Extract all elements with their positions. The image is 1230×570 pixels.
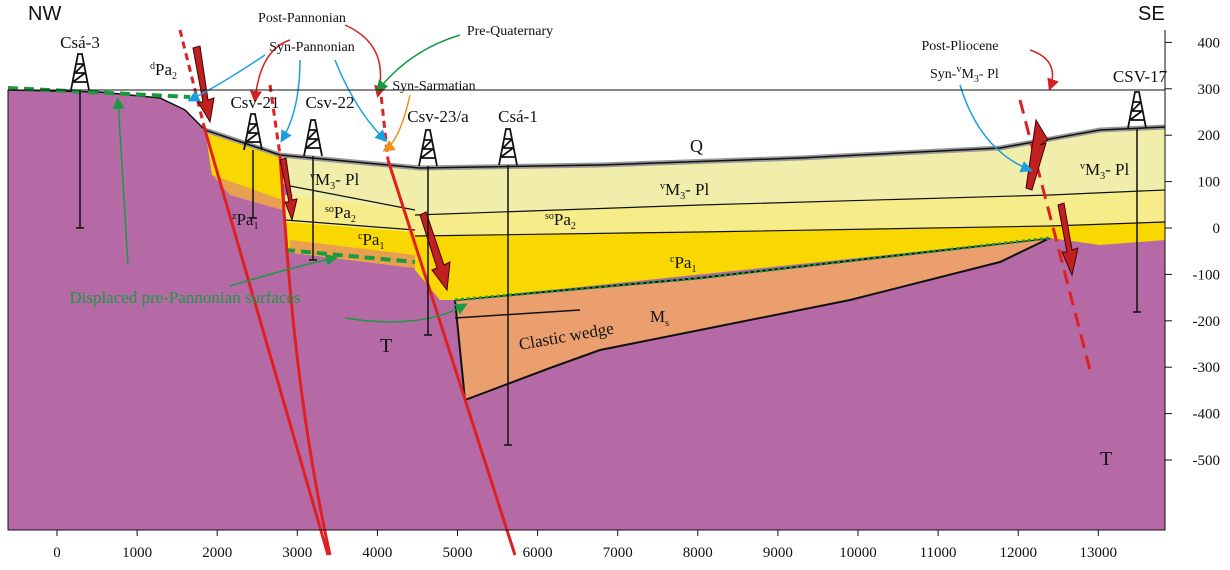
text-part: Pa xyxy=(236,210,253,229)
formation-label: vM3- Pl xyxy=(1080,160,1129,182)
well-name: Csv-23/a xyxy=(407,107,469,126)
annotation: Syn-vM3- Pl xyxy=(930,64,999,85)
cross-section: Csá-3Csv-21Csv-22Csv-23/aCsá-1CSV-17 NW … xyxy=(0,0,1230,570)
text-part: - Pl xyxy=(335,170,359,189)
x-tick-label: 13000 xyxy=(1080,545,1118,561)
text-part: Pa xyxy=(554,210,571,229)
formation-label: T xyxy=(380,335,392,357)
x-tick-label: 3000 xyxy=(282,545,312,561)
text-part: 2 xyxy=(351,214,356,225)
y-tick-label: 100 xyxy=(1198,175,1221,191)
annotation: Displaced pre-Pannonian surfaces xyxy=(69,288,300,307)
y-tick-label: -100 xyxy=(1193,267,1221,283)
pointer xyxy=(282,60,300,140)
text-part: 2 xyxy=(172,71,177,82)
annotation: Syn-Sarmatian xyxy=(392,79,475,94)
text-part: M xyxy=(1085,160,1100,179)
well-name: Csv-21 xyxy=(230,93,279,112)
text-part: so xyxy=(545,211,554,222)
annotation: Post-Pannonian xyxy=(258,11,346,26)
annotation: Syn-Pannonian xyxy=(269,40,355,55)
pointer xyxy=(1030,50,1053,88)
x-tick-label: 5000 xyxy=(443,545,473,561)
derrick xyxy=(304,120,322,156)
formation-label: T xyxy=(1100,448,1112,470)
y-tick-label: 400 xyxy=(1198,35,1221,51)
x-tick-label: 0 xyxy=(53,545,61,561)
text-part: 1 xyxy=(253,221,258,232)
well-name: Csá-3 xyxy=(60,33,100,52)
x-tick-label: 10000 xyxy=(839,545,877,561)
text-part: 2 xyxy=(571,221,576,232)
text-part: 1 xyxy=(379,241,384,252)
x-tick-label: 6000 xyxy=(523,545,553,561)
annotation: Post-Pliocene xyxy=(922,39,999,54)
text-part: M xyxy=(961,67,974,82)
formation-label: vM3- Pl xyxy=(310,170,359,192)
se-label: SE xyxy=(1138,3,1165,25)
text-part: M xyxy=(665,180,680,199)
formation-label: dPa2 xyxy=(150,60,177,82)
text-part: Pa xyxy=(155,60,172,79)
text-part: Pa xyxy=(362,230,379,249)
text-part: Pa xyxy=(674,253,691,272)
text-part: so xyxy=(325,204,334,215)
x-tick-label: 12000 xyxy=(999,545,1037,561)
x-tick-label: 2000 xyxy=(202,545,232,561)
text-part: - Pl xyxy=(685,180,709,199)
annotation: Pre-Quaternary xyxy=(467,24,553,39)
x-tick-label: 9000 xyxy=(763,545,793,561)
text-part: Pa xyxy=(334,203,351,222)
derrick xyxy=(71,54,89,90)
well-name: Csv-22 xyxy=(305,93,354,112)
fault-arrow xyxy=(193,46,214,122)
pointer xyxy=(385,95,410,150)
text-part: - Pl xyxy=(979,67,999,82)
text-part: s xyxy=(665,318,669,329)
text-part: Syn- xyxy=(930,67,957,82)
x-tick-label: 8000 xyxy=(683,545,713,561)
derrick xyxy=(419,130,437,166)
y-tick-label: 200 xyxy=(1198,128,1221,144)
x-tick-label: 7000 xyxy=(603,545,633,561)
y-tick-label: 0 xyxy=(1213,221,1221,237)
formation-label: Q xyxy=(690,136,703,156)
y-tick-label: 300 xyxy=(1198,82,1221,98)
y-tick-label: -400 xyxy=(1193,407,1221,423)
formation-label: vM3- Pl xyxy=(660,180,709,202)
text-part: M xyxy=(315,170,330,189)
x-tick-label: 4000 xyxy=(362,545,392,561)
text-part: M xyxy=(650,307,665,326)
y-tick-label: -200 xyxy=(1193,314,1221,330)
y-tick-label: -300 xyxy=(1193,360,1221,376)
nw-label: NW xyxy=(28,3,61,25)
x-tick-label: 11000 xyxy=(920,545,957,561)
well-name: CSV-17 xyxy=(1113,67,1168,86)
well-name: Csá-1 xyxy=(498,107,538,126)
y-tick-label: -500 xyxy=(1193,453,1221,469)
derrick xyxy=(499,129,517,165)
derrick xyxy=(1128,92,1146,128)
text-part: - Pl xyxy=(1105,160,1129,179)
x-tick-label: 1000 xyxy=(122,545,152,561)
pointer xyxy=(345,25,381,95)
text-part: 1 xyxy=(691,264,696,275)
